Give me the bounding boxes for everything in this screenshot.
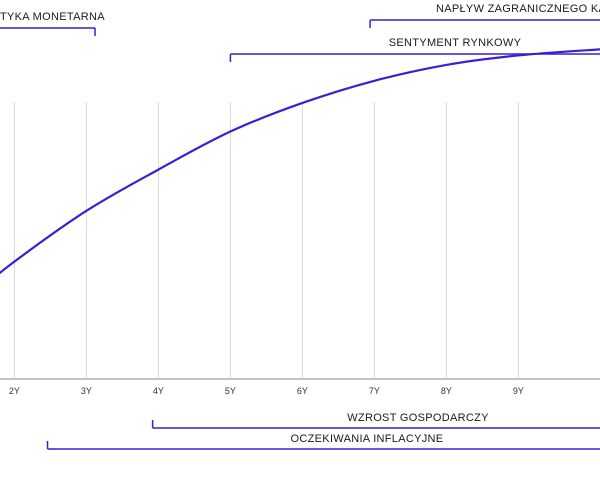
annotation-label: NAPŁYW ZAGRANICZNEGO KAPITA xyxy=(436,3,600,15)
x-tick-label: 6Y xyxy=(297,386,308,396)
x-tick-label: 3Y xyxy=(81,386,92,396)
x-tick-label: 8Y xyxy=(441,386,452,396)
annotation-brackets: TYKA MONETARNA NAPŁYW ZAGRANICZNEGO KAPIT… xyxy=(0,3,600,450)
annotation-label: WZROST GOSPODARCZY xyxy=(347,412,489,424)
gridlines xyxy=(13,102,519,379)
annotation-label: SENTYMENT RYNKOWY xyxy=(389,37,522,49)
annotation-top-0: TYKA MONETARNA xyxy=(0,11,105,36)
x-tick-label: 2Y xyxy=(9,386,20,396)
annotation-label: TYKA MONETARNA xyxy=(0,11,105,23)
annotation-top-1: NAPŁYW ZAGRANICZNEGO KAPITA xyxy=(369,3,600,28)
annotation-bottom-1: OCZEKIWANIA INFLACYJNE xyxy=(46,433,600,450)
x-tick-labels: 2Y 3Y 4Y 5Y 6Y 7Y 8Y 9Y xyxy=(9,386,524,396)
annotation-top-2: SENTYMENT RYNKOWY xyxy=(229,37,600,62)
annotation-label: OCZEKIWANIA INFLACYJNE xyxy=(291,433,444,445)
x-tick-label: 7Y xyxy=(369,386,380,396)
series-line xyxy=(0,48,600,275)
x-tick-label: 5Y xyxy=(225,386,236,396)
x-tick-label: 9Y xyxy=(513,386,524,396)
x-tick-label: 4Y xyxy=(153,386,164,396)
annotation-bottom-0: WZROST GOSPODARCZY xyxy=(151,412,600,429)
